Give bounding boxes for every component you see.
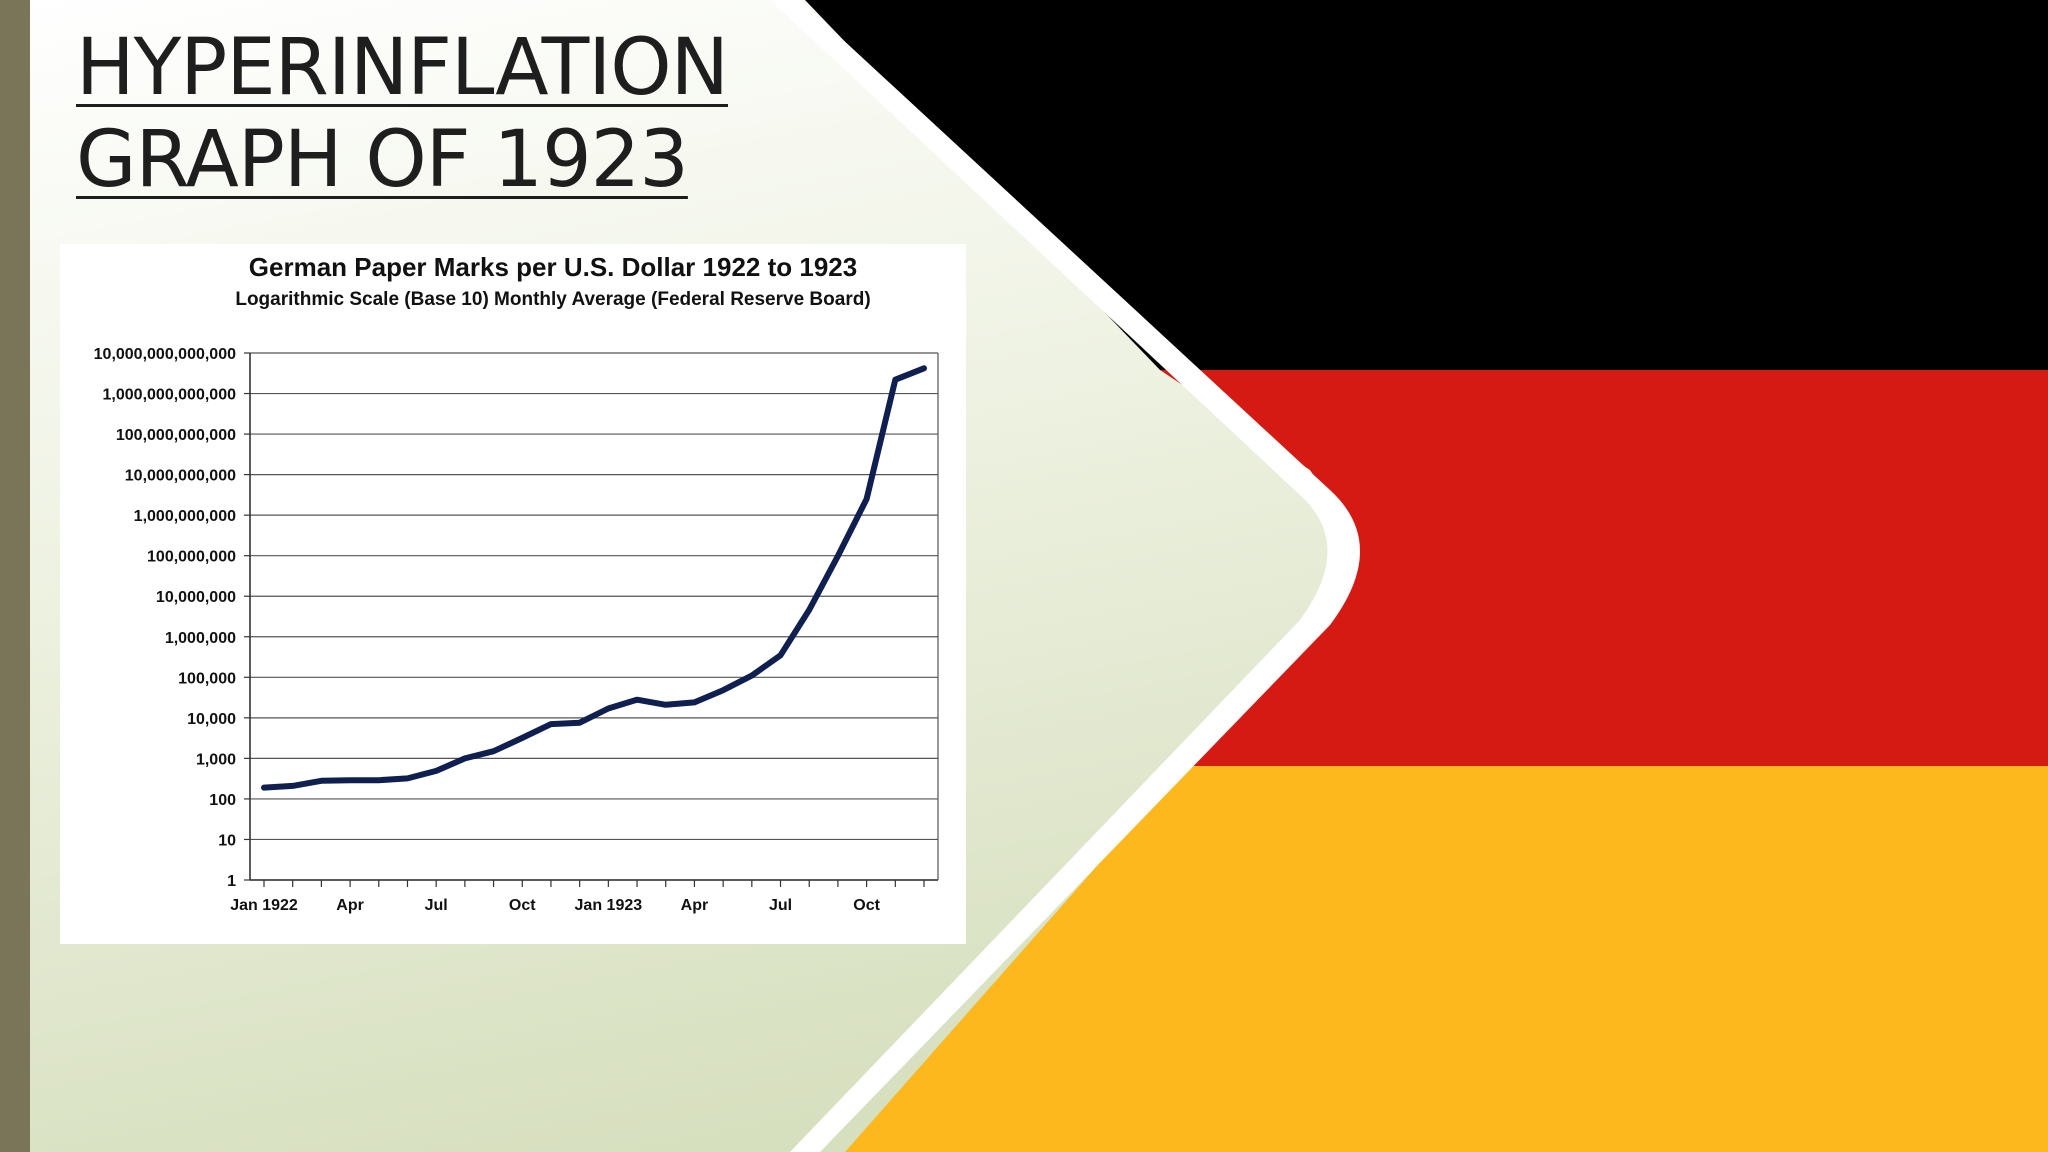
data-point bbox=[663, 702, 669, 708]
data-point bbox=[921, 365, 927, 371]
data-point bbox=[261, 785, 267, 791]
y-tick-label: 10,000,000 bbox=[156, 589, 236, 606]
chart-title: German Paper Marks per U.S. Dollar 1922 … bbox=[249, 252, 857, 282]
x-tick-label: Oct bbox=[509, 897, 536, 914]
data-point bbox=[634, 697, 640, 703]
y-tick-label: 1 bbox=[227, 873, 236, 890]
data-point bbox=[892, 377, 898, 383]
x-tick-label: Apr bbox=[681, 897, 709, 914]
data-point bbox=[548, 721, 554, 727]
data-point bbox=[835, 553, 841, 559]
data-point bbox=[433, 768, 439, 774]
y-axis-tick-labels: 1 10 100 1,000 10,000 100,000 1,000,000 10,000,… bbox=[94, 346, 236, 890]
series-layer bbox=[261, 365, 927, 791]
data-point bbox=[376, 777, 382, 783]
axes bbox=[249, 353, 939, 881]
left-accent-bar bbox=[0, 0, 30, 1152]
y-tick-label: 1,000,000 bbox=[165, 630, 236, 647]
data-point bbox=[605, 705, 611, 712]
chart-svg: German Paper Marks per U.S. Dollar 1922 … bbox=[94, 252, 939, 914]
data-point bbox=[749, 673, 755, 679]
y-tick-label: 10,000,000,000,000 bbox=[94, 346, 236, 363]
chart-panel: German Paper Marks per U.S. Dollar 1922 … bbox=[60, 244, 966, 944]
x-tick-label: Oct bbox=[853, 897, 880, 914]
data-point bbox=[404, 775, 411, 782]
data-point bbox=[691, 699, 698, 706]
y-tick-label: 10 bbox=[218, 832, 236, 849]
data-point bbox=[864, 496, 870, 502]
title-line-1: HYPERINFLATION bbox=[76, 23, 729, 113]
y-tick-label: 1,000,000,000 bbox=[134, 508, 236, 525]
series-line bbox=[261, 365, 927, 791]
data-point bbox=[462, 755, 468, 761]
y-tick-label: 100,000,000,000 bbox=[116, 427, 236, 444]
flag-stripe-red bbox=[1160, 370, 2048, 766]
data-point bbox=[806, 607, 812, 613]
y-tick-label: 100,000,000 bbox=[147, 549, 236, 566]
y-tick-label: 10,000,000,000 bbox=[125, 468, 236, 485]
x-tick-label: Jan 1923 bbox=[575, 897, 643, 914]
data-point bbox=[577, 720, 583, 726]
data-point bbox=[347, 777, 353, 783]
data-point bbox=[318, 778, 324, 784]
data-point bbox=[519, 735, 525, 741]
y-tick-label: 10,000 bbox=[187, 711, 236, 728]
x-tick-label: Jan 1922 bbox=[230, 897, 298, 914]
chart-subtitle: Logarithmic Scale (Base 10) Monthly Aver… bbox=[235, 289, 870, 310]
flag-stripe-black bbox=[805, 0, 2048, 370]
german-flag bbox=[805, 0, 2048, 1152]
data-point bbox=[777, 652, 784, 658]
slide-title: HYPERINFLATION GRAPH OF 1923 bbox=[76, 22, 729, 206]
x-axis-tick-labels: Jan 1922 Apr Jul Oct Jan 1923 Apr Jul Oct bbox=[230, 897, 880, 914]
flag-stripe-gold bbox=[845, 766, 2048, 1152]
x-tick-label: Jul bbox=[769, 897, 792, 914]
data-point bbox=[290, 783, 296, 789]
y-tick-label: 1,000,000,000,000 bbox=[103, 387, 237, 404]
data-point bbox=[490, 748, 497, 754]
y-tick-label: 1,000 bbox=[196, 751, 236, 768]
data-point bbox=[720, 687, 726, 693]
grid-lines bbox=[244, 352, 938, 887]
title-line-2: GRAPH OF 1923 bbox=[76, 115, 689, 205]
x-tick-label: Jul bbox=[425, 897, 448, 914]
x-tick-label: Apr bbox=[336, 897, 364, 914]
y-tick-label: 100,000 bbox=[178, 670, 236, 687]
y-tick-label: 100 bbox=[209, 792, 236, 809]
